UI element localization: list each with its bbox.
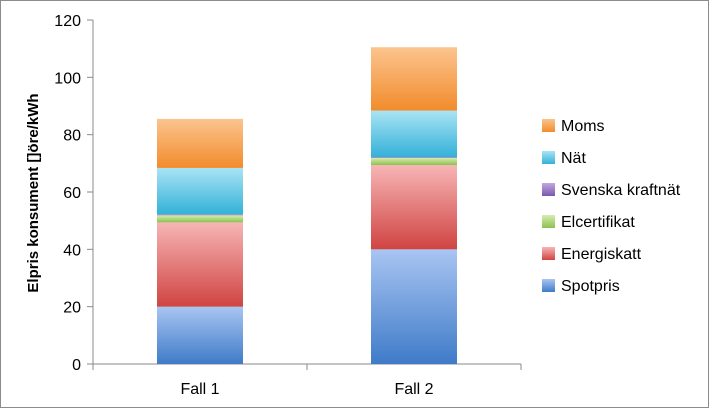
bar-segment-elcertifikat <box>371 157 457 166</box>
bar-segment-elcertifikat <box>157 215 243 223</box>
y-tick-label: 40 <box>63 242 81 259</box>
y-tick-label: 60 <box>63 185 81 202</box>
y-tick-label: 80 <box>63 128 81 145</box>
x-axis: Fall 1 Fall 2 <box>92 363 522 398</box>
y-tick-label: 120 <box>54 13 81 30</box>
bars <box>157 47 457 364</box>
legend-swatch <box>542 215 555 228</box>
legend-swatch <box>542 247 555 260</box>
bar-segment-energiskatt <box>157 222 243 307</box>
y-axis-label: Elpris konsument []öre/kWh <box>25 93 42 292</box>
legend-label: Moms <box>561 118 605 135</box>
y-tick-label: 20 <box>63 300 81 317</box>
legend-label: Svenska kraftnät <box>561 182 681 199</box>
y-tick-label: 0 <box>72 357 81 374</box>
y-tick-label: 100 <box>54 70 81 87</box>
legend-label: Spotpris <box>561 278 620 295</box>
bar-segment-moms <box>371 47 457 111</box>
bar-segment-spotpris <box>371 249 457 364</box>
bar-segment-spotpris <box>157 306 243 364</box>
legend-swatch <box>542 119 555 132</box>
legend-label: Elcertifikat <box>561 214 635 231</box>
legend-swatch <box>542 183 555 196</box>
legend-swatch <box>542 151 555 164</box>
bar-segment-svenska-kraftnät <box>157 214 243 216</box>
legend-swatch <box>542 279 555 292</box>
bar-segment-svenska-kraftnät <box>371 157 457 158</box>
legend-label: Energiskatt <box>561 246 642 263</box>
x-category-label: Fall 1 <box>180 381 219 398</box>
legend: Moms Nät Svenska kraftnät Elcertifikat Energ… <box>542 118 681 295</box>
bar-segment-moms <box>157 118 243 168</box>
bar-segment-nät <box>157 167 243 215</box>
bar-segment-nät <box>371 110 457 158</box>
x-category-label: Fall 2 <box>394 381 433 398</box>
bar-segment-energiskatt <box>371 165 457 250</box>
legend-label: Nät <box>561 150 586 167</box>
y-axis: 0 20 40 60 80 100 120 <box>54 13 94 374</box>
